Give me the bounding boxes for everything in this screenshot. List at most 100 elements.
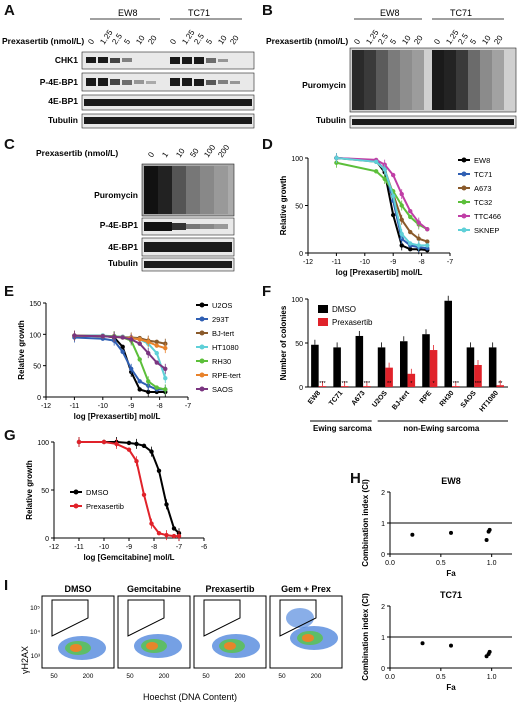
flow-plot-title: Gem + Prex (281, 584, 331, 594)
legend-marker (461, 199, 467, 205)
data-point (126, 440, 132, 446)
y-tick-label: 100 (37, 440, 49, 447)
svg-text:0: 0 (432, 37, 442, 46)
bar (385, 367, 393, 387)
legend-label: Prexasertib (332, 318, 373, 327)
svg-text:10: 10 (480, 33, 493, 46)
bar (496, 385, 504, 387)
cell-population-core (302, 634, 314, 642)
panel-letter-i: I (4, 577, 9, 594)
legend-marker (461, 157, 467, 163)
significance-marker: *** (475, 381, 482, 387)
panel-letter-g: G (4, 427, 16, 444)
group-label-ew8: EW8 (380, 8, 400, 18)
y-axis-label: Relative growth (279, 176, 288, 236)
group-label-tc71: TC71 (450, 8, 472, 18)
x-tick-label: -7 (185, 403, 191, 410)
bar (318, 386, 327, 387)
svg-text:1: 1 (160, 150, 170, 159)
x-tick-label: -12 (41, 403, 51, 410)
gate (203, 599, 241, 637)
dose-labels: 0 1.25 2.5 5 10 20 0 1.25 2.5 5 10 20 (86, 28, 241, 46)
data-point (171, 533, 177, 539)
data-point (137, 379, 142, 384)
panel-letter-c: C (4, 136, 15, 153)
bar (488, 347, 497, 387)
x-axis-label: log [Gemcitabine] mol/L (83, 553, 174, 562)
category-label: A673 (351, 390, 367, 407)
series-line-293t (74, 336, 166, 391)
legend-label: SAOS (212, 385, 233, 394)
data-point (420, 641, 425, 646)
data-point (373, 169, 379, 174)
data-point (391, 172, 396, 178)
panel-d-chart: 0 50 100 -12 -11 -10 -9 -8 -7 log [Prexasertib] m… (279, 153, 501, 277)
cell-population-core (146, 642, 158, 650)
svg-text:10: 10 (134, 33, 147, 46)
gate (51, 599, 89, 637)
panel-letter-a: A (4, 2, 15, 19)
x-tick-label: -8 (151, 544, 157, 551)
x-tick-label: 0.5 (436, 674, 446, 681)
data-point (154, 350, 159, 356)
x-tick-label: -11 (332, 259, 342, 266)
cell-population-core (224, 642, 236, 650)
x-tick-label: -9 (128, 403, 134, 410)
panel-letter-h: H (350, 470, 361, 487)
svg-text:5: 5 (204, 37, 214, 46)
legend-label: TTC466 (474, 212, 501, 221)
legend-marker (199, 302, 205, 308)
legend-label: 293T (212, 315, 230, 324)
data-point (137, 357, 142, 362)
svg-text:20: 20 (146, 33, 159, 46)
treatment-label: Prexasertib (nmol/L) (36, 148, 118, 158)
x-tick-label: 200 (159, 673, 170, 680)
data-point (137, 337, 142, 342)
x-axis-label: log [Prexasertib] mol/L (74, 412, 161, 421)
svg-text:0: 0 (146, 150, 156, 159)
bar (377, 347, 386, 387)
y-tick-label: 100 (29, 332, 41, 339)
svg-text:200: 200 (216, 143, 231, 160)
x-axis-label: Fa (446, 569, 456, 578)
svg-text:5: 5 (122, 37, 132, 46)
svg-text:Puromycin: Puromycin (302, 80, 346, 90)
svg-text:Tubulin: Tubulin (108, 258, 138, 268)
data-point (154, 385, 159, 390)
x-tick-label: 1.0 (487, 560, 497, 567)
y-axis-label: Relative growth (25, 460, 34, 520)
legend-marker (199, 372, 205, 378)
svg-text:5: 5 (468, 37, 478, 46)
svg-text:P-4E-BP1: P-4E-BP1 (40, 77, 79, 87)
panel-b-western-blot: EW8 TC71 Prexasertib (nmol/L) 0 1.25 2.5… (266, 8, 517, 129)
x-tick-label: 0.0 (385, 560, 395, 567)
data-point (487, 527, 492, 532)
panel-letter-e: E (4, 283, 15, 300)
data-point (171, 526, 177, 531)
data-point (449, 643, 453, 648)
y-tick-label: 1 (381, 635, 385, 642)
legend-label: DMSO (86, 488, 109, 497)
x-tick-label: -11 (74, 544, 84, 551)
data-point (484, 538, 489, 543)
data-point (408, 241, 413, 246)
x-tick-label: 50 (50, 673, 58, 680)
bar (400, 341, 408, 387)
data-point (120, 335, 125, 340)
significance-marker: ** (498, 381, 503, 387)
significance-marker: *** (319, 381, 326, 387)
significance-marker: *** (364, 381, 371, 387)
bar (466, 347, 475, 387)
data-point (408, 247, 413, 252)
panel-h-ew8-chart: EW8 0 1 2 0.0 0.5 1.0 Fa Combination index (CI) (361, 476, 512, 578)
y-tick-label: 2 (381, 604, 385, 611)
plot-title: TC71 (440, 590, 462, 600)
bar (311, 344, 319, 387)
svg-text:4E-BP1: 4E-BP1 (48, 96, 78, 106)
legend-marker (199, 344, 205, 350)
svg-text:P-4E-BP1: P-4E-BP1 (100, 220, 139, 230)
series-line-a673 (336, 157, 428, 243)
panel-c-western-blot: Prexasertib (nmol/L) 0 1 10 50 100 200 P… (36, 143, 235, 272)
svg-text:0: 0 (352, 37, 362, 46)
